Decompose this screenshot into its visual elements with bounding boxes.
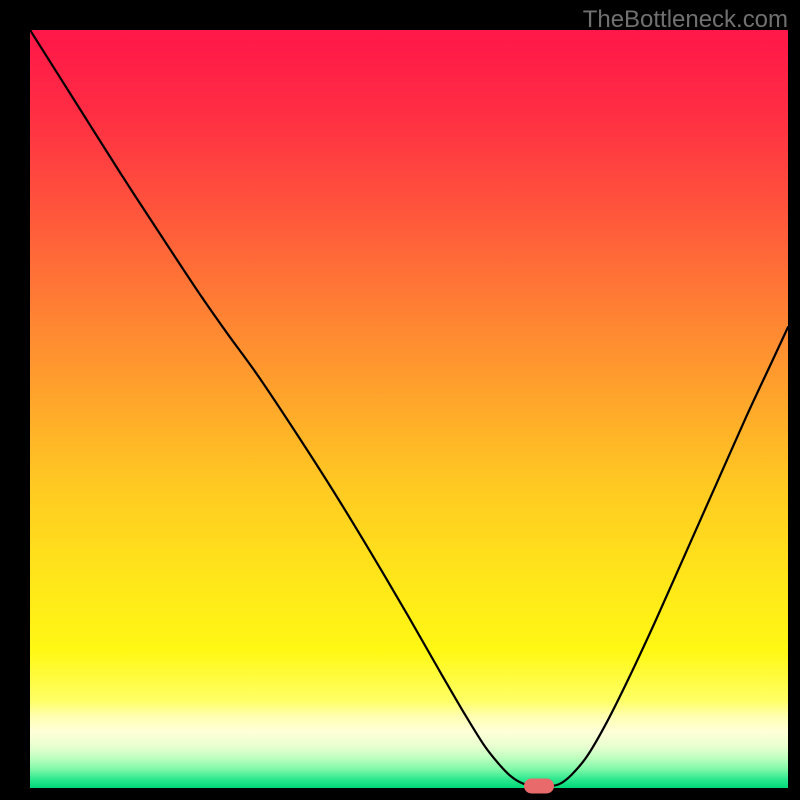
plot-area	[30, 30, 788, 788]
bottleneck-curve	[30, 30, 788, 788]
watermark-text: TheBottleneck.com	[583, 6, 788, 34]
chart-frame: TheBottleneck.com	[0, 0, 800, 800]
optimal-marker	[524, 778, 554, 793]
